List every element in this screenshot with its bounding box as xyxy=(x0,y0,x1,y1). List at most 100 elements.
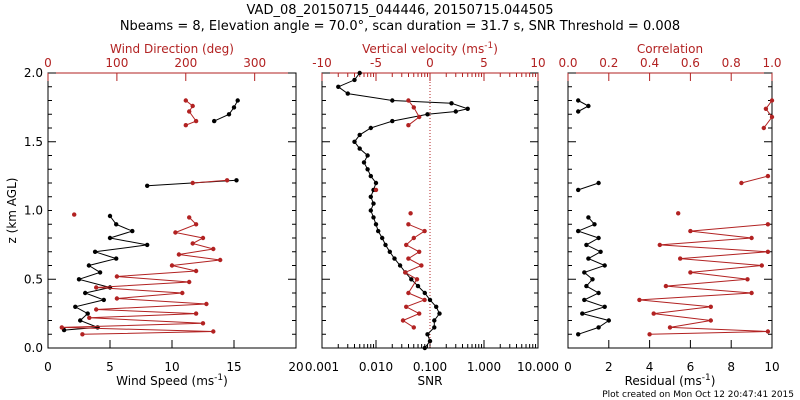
series-snr-point xyxy=(453,109,458,114)
series-wind-speed-point xyxy=(73,304,78,309)
series-snr-point xyxy=(357,70,362,76)
series-correlation-point xyxy=(759,263,764,268)
series-correlation-point xyxy=(765,249,771,254)
series-residual-line xyxy=(578,182,599,191)
series-wind-direction-outlier-point xyxy=(72,212,77,217)
series-snr-point xyxy=(465,106,470,112)
y-tick-label: 0.0 xyxy=(24,341,43,355)
series-correlation-line xyxy=(741,175,769,184)
series-correlation-point xyxy=(667,325,673,330)
series-vertical-velocity-point xyxy=(411,235,416,241)
series-wind-speed-point xyxy=(145,242,150,248)
top-tick-label: 0 xyxy=(426,56,434,70)
series-correlation-point xyxy=(765,329,771,334)
series-wind-speed-point xyxy=(145,183,150,188)
series-vertical-velocity-outliers-point xyxy=(408,211,413,216)
series-correlation-point xyxy=(688,270,693,275)
series-wind-direction-point xyxy=(200,235,206,241)
series-snr-point xyxy=(390,118,395,124)
series-wind-speed-point xyxy=(83,290,88,296)
series-snr-point xyxy=(449,101,454,106)
series-wind-direction-point xyxy=(94,307,99,312)
series-wind-direction-point xyxy=(193,118,199,124)
series-residual-point xyxy=(598,249,603,254)
panel-snr_vv: 0.001 0.010 0.100 1.000 10.000 -10 -5 0 5 10 xyxy=(305,56,559,374)
top-tick-label: 5 xyxy=(480,56,488,70)
top-tick-label: 1.0 xyxy=(762,56,781,70)
x-axis-label-main: Wind Speed (ms xyxy=(116,374,214,388)
series-wind-direction-point xyxy=(190,180,195,186)
series-wind-speed-point xyxy=(114,222,119,227)
series-correlation-point xyxy=(708,318,713,323)
x-tick-label: 0 xyxy=(44,360,52,374)
x-axis-label-sup: -1 xyxy=(214,373,223,383)
series-residual-line xyxy=(576,217,610,335)
series-snr-point xyxy=(373,222,379,227)
series-residual-point xyxy=(576,228,581,234)
series-correlation-point xyxy=(647,332,652,337)
series-wind-direction-point xyxy=(224,178,230,183)
x-tick-label: 8 xyxy=(727,360,735,374)
series-snr-point xyxy=(357,146,362,151)
series-wind-direction-point xyxy=(187,109,192,114)
series-correlation-point xyxy=(769,114,775,120)
top-tick-label: 200 xyxy=(174,56,197,70)
series-wind-direction-point xyxy=(59,325,64,330)
series-snr-point xyxy=(422,345,427,351)
series-snr-point xyxy=(390,98,395,103)
x-axis-label: SNR xyxy=(418,374,443,388)
series-wind-direction-point xyxy=(173,230,178,235)
x-tick-label: 20 xyxy=(288,360,303,374)
series-correlation-outlier-point xyxy=(676,211,681,216)
series-snr-point xyxy=(434,304,439,309)
series-snr-point xyxy=(336,84,341,90)
series-residual-point xyxy=(602,304,607,309)
series-vertical-velocity-point xyxy=(419,263,424,268)
series-snr-point xyxy=(397,263,403,268)
series-residual-point xyxy=(606,318,611,323)
plot-created-note: Plot created on Mon Oct 12 20:47:41 2015 xyxy=(602,390,794,400)
series-wind-direction-point xyxy=(193,222,199,227)
series-vertical-velocity-point xyxy=(400,318,406,323)
series-correlation-point xyxy=(739,180,744,186)
series-snr-point xyxy=(437,311,442,316)
series-snr-point xyxy=(368,208,373,213)
series-wind-direction-point xyxy=(187,215,192,220)
x-tick-label: 10 xyxy=(164,360,179,374)
panel-residual_corr: 0 2 4 6 8 10 0.0 0.2 0.4 0.6 0.8 1.0 xyxy=(558,56,781,374)
top-axis-label-main: Correlation xyxy=(637,42,703,56)
series-wind-direction-line xyxy=(192,179,228,184)
series-wind-speed-point xyxy=(97,270,103,275)
series-vertical-velocity-point xyxy=(406,123,411,128)
top-axis-label-end: ) xyxy=(493,42,498,56)
series-residual-point xyxy=(576,332,581,337)
x-axis-label-main: SNR xyxy=(418,374,443,388)
x-tick-label: 10 xyxy=(764,360,779,374)
series-wind-direction-point xyxy=(169,263,175,268)
series-snr-point xyxy=(425,332,430,337)
y-axis-label: z (km AGL) xyxy=(5,178,19,244)
series-wind-direction-point xyxy=(193,311,199,316)
top-tick-label: -10 xyxy=(312,56,332,70)
series-residual-point xyxy=(576,98,581,103)
series-residual-point xyxy=(596,180,601,186)
series-wind-speed-point xyxy=(86,263,92,268)
x-tick-label: 15 xyxy=(226,360,241,374)
series-snr-point xyxy=(368,125,373,131)
series-snr-point xyxy=(352,77,357,83)
series-snr-point xyxy=(392,256,397,261)
series-correlation-point xyxy=(651,311,656,316)
series-correlation-point xyxy=(765,173,771,179)
x-axis-label-main: Residual (ms xyxy=(625,374,702,388)
x-axis-label: Residual (ms-1) xyxy=(625,373,716,388)
series-snr-point xyxy=(427,338,433,344)
x-tick-label: 2 xyxy=(605,360,613,374)
x-axis-label: Wind Speed (ms-1) xyxy=(116,373,228,388)
x-axis-label-end: ) xyxy=(223,374,228,388)
top-tick-label: 0.0 xyxy=(558,56,577,70)
series-snr-point xyxy=(365,153,370,158)
series-vertical-velocity-point xyxy=(406,290,411,296)
series-correlation-point xyxy=(688,228,693,234)
series-wind-speed-line xyxy=(64,215,148,331)
series-residual-point xyxy=(582,270,587,275)
